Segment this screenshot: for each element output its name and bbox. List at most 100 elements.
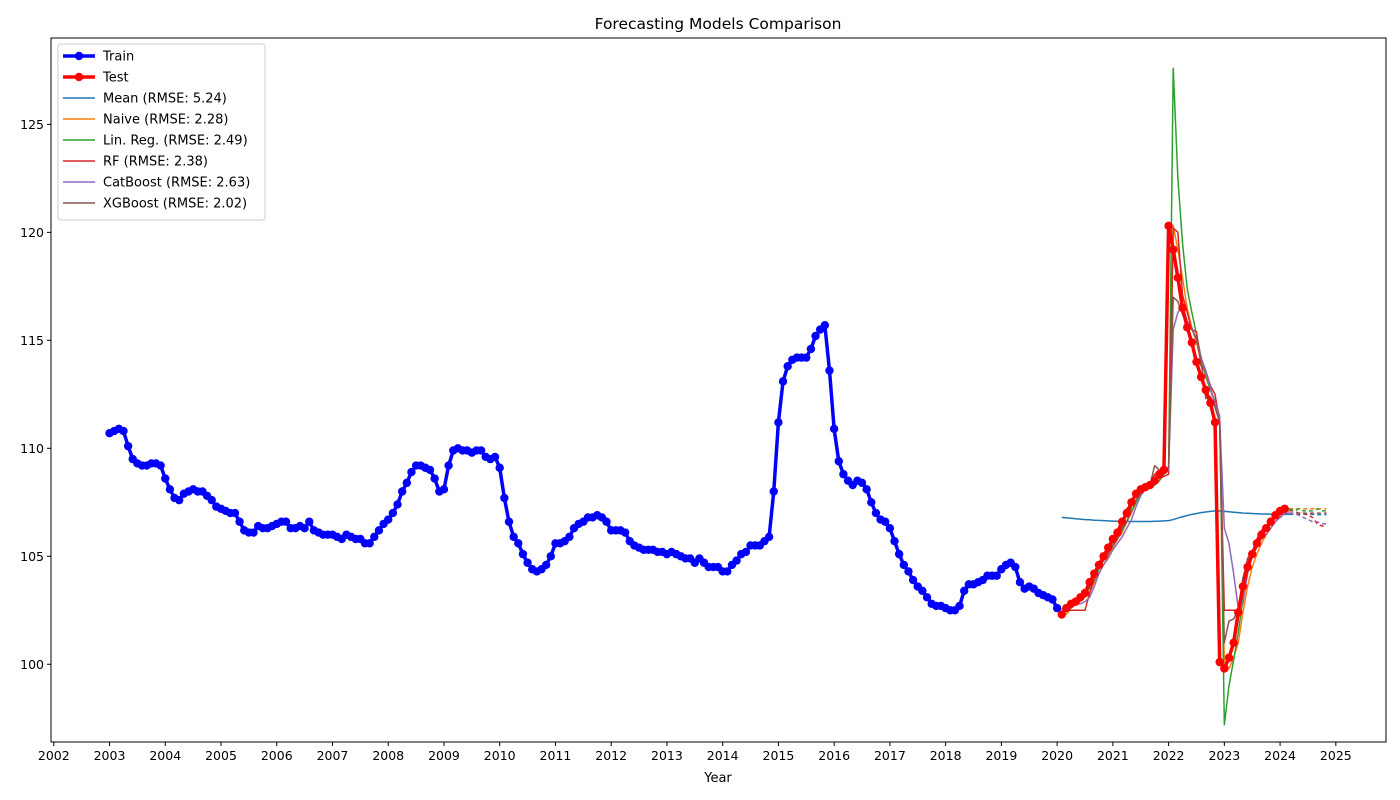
test-point bbox=[1150, 476, 1159, 485]
x-tick-label: 2011 bbox=[540, 748, 572, 763]
x-tick-label: 2004 bbox=[149, 748, 181, 763]
test-point bbox=[1224, 653, 1234, 662]
train-point bbox=[825, 366, 834, 375]
axes-frame bbox=[50, 37, 1387, 743]
train-point bbox=[1052, 603, 1062, 613]
test-point bbox=[1206, 398, 1215, 408]
train-point bbox=[741, 547, 751, 557]
y-tick-label: 125 bbox=[20, 117, 44, 132]
x-tick-label: 2006 bbox=[261, 748, 293, 763]
train-point bbox=[393, 500, 402, 509]
series-tail-xgboost bbox=[1289, 510, 1327, 514]
test-point bbox=[1229, 638, 1238, 647]
x-tick-label: 2016 bbox=[818, 748, 850, 763]
train-point bbox=[161, 474, 170, 483]
x-tick-label: 2012 bbox=[595, 748, 627, 763]
train-point bbox=[541, 560, 551, 570]
legend-label: RF (RMSE: 2.38) bbox=[103, 155, 208, 170]
x-tick-label: 2021 bbox=[1097, 748, 1129, 763]
train-point bbox=[365, 539, 374, 548]
legend-box bbox=[57, 43, 266, 221]
legend-item: Naive (RMSE: 2.28) bbox=[63, 113, 228, 128]
test-point bbox=[1113, 528, 1122, 537]
series-tail-rf bbox=[1289, 512, 1327, 527]
legend-item: Train bbox=[63, 50, 134, 65]
train-point bbox=[602, 517, 611, 526]
legend-label: Train bbox=[102, 50, 134, 65]
x-tick-label: 2005 bbox=[205, 748, 237, 763]
train-point bbox=[806, 344, 816, 354]
train-point bbox=[834, 457, 843, 466]
train-point bbox=[620, 528, 630, 537]
train-point bbox=[899, 560, 909, 570]
train-point bbox=[894, 549, 904, 559]
legend-label: XGBoost (RMSE: 2.02) bbox=[103, 197, 247, 212]
test-point bbox=[1099, 552, 1108, 561]
train-point bbox=[820, 321, 830, 330]
x-tick-label: 2014 bbox=[707, 748, 739, 763]
train-point bbox=[165, 485, 175, 494]
test-point bbox=[1159, 465, 1169, 475]
train-point bbox=[476, 446, 486, 455]
train-point bbox=[444, 461, 453, 470]
train-point bbox=[857, 478, 867, 488]
train-point bbox=[207, 495, 216, 505]
test-point bbox=[1057, 610, 1066, 619]
train-point bbox=[862, 485, 871, 494]
test-point bbox=[1215, 657, 1224, 667]
test-point bbox=[1266, 517, 1275, 526]
train-point bbox=[955, 601, 964, 611]
train-point bbox=[922, 593, 932, 602]
test-point bbox=[1220, 664, 1229, 673]
x-tick-label: 2013 bbox=[651, 748, 683, 763]
plot-area bbox=[105, 67, 1327, 726]
train-point bbox=[829, 424, 839, 434]
test-point bbox=[1164, 221, 1173, 231]
train-point bbox=[119, 426, 128, 436]
train-point bbox=[774, 418, 783, 427]
train-point bbox=[959, 586, 969, 596]
test-point bbox=[1280, 504, 1289, 513]
test-point bbox=[1257, 530, 1266, 539]
train-point bbox=[890, 536, 899, 546]
train-point bbox=[546, 552, 555, 561]
x-tick-label: 2020 bbox=[1041, 748, 1073, 763]
y-tick-label: 105 bbox=[20, 549, 44, 564]
train-point bbox=[839, 470, 848, 479]
test-point bbox=[1117, 517, 1127, 526]
test-point bbox=[1127, 498, 1136, 507]
x-tick-label: 2025 bbox=[1320, 748, 1352, 763]
x-tick-label: 2008 bbox=[372, 748, 404, 763]
test-point bbox=[1173, 273, 1183, 282]
train-point bbox=[518, 549, 528, 559]
test-point bbox=[1252, 539, 1262, 548]
test-point bbox=[1122, 508, 1131, 518]
train-point bbox=[723, 567, 732, 576]
train-point bbox=[439, 485, 449, 494]
series-group bbox=[105, 67, 1327, 726]
test-point bbox=[1238, 582, 1248, 591]
train-point bbox=[514, 539, 523, 548]
x-tick-label: 2024 bbox=[1264, 748, 1296, 763]
legend-marker bbox=[74, 72, 84, 82]
train-point bbox=[769, 487, 778, 496]
legend-label: Test bbox=[102, 71, 129, 86]
train-point bbox=[397, 487, 407, 496]
legend-item: XGBoost (RMSE: 2.02) bbox=[63, 197, 247, 212]
legend-marker bbox=[74, 51, 84, 61]
train-point bbox=[565, 532, 574, 542]
train-point bbox=[384, 515, 393, 524]
x-tick-label: 2018 bbox=[930, 748, 962, 763]
test-point bbox=[1192, 357, 1201, 367]
train-point bbox=[885, 524, 895, 533]
train-point bbox=[509, 532, 518, 542]
train-point bbox=[402, 478, 411, 488]
test-point bbox=[1201, 385, 1210, 395]
train-point bbox=[992, 571, 1001, 580]
legend-label: CatBoost (RMSE: 2.63) bbox=[103, 176, 250, 191]
train-point bbox=[783, 362, 792, 371]
train-point bbox=[370, 532, 379, 542]
test-point bbox=[1243, 562, 1252, 572]
train-point bbox=[388, 508, 398, 518]
test-point bbox=[1182, 323, 1192, 332]
